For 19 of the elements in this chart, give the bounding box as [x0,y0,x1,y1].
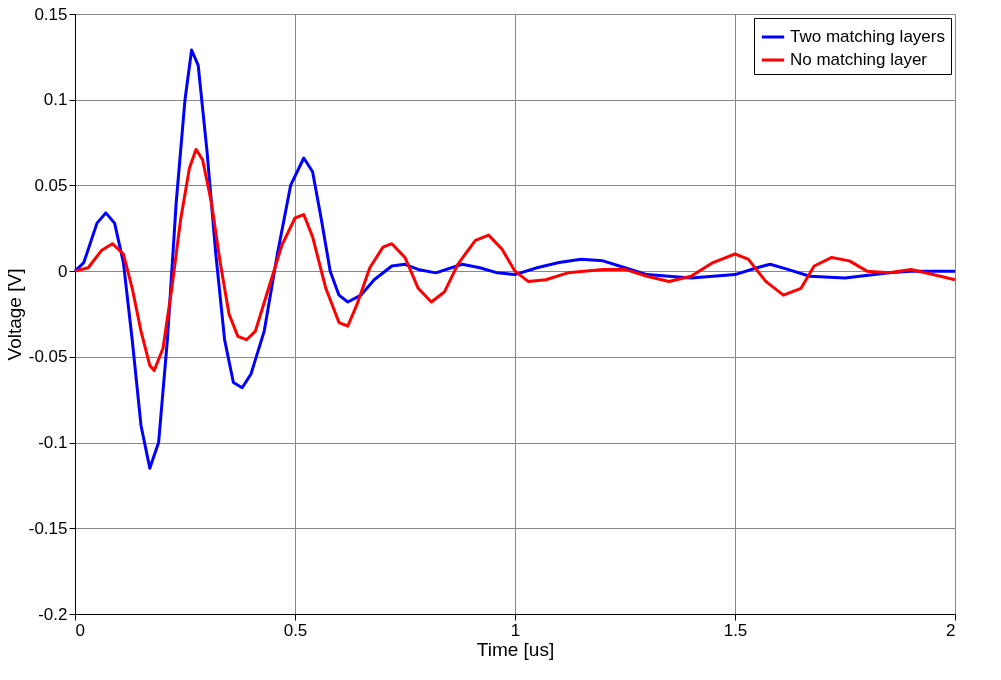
line-series [73,48,957,470]
y-axis-title: Voltage [V] [3,268,25,361]
legend-label: Two matching layers [790,27,945,46]
legend-label: No matching layer [790,50,928,69]
x-tick-label: 0.5 [283,620,308,640]
y-tick-label: 0.15 [34,4,68,24]
y-tick-label: -0.1 [38,433,68,453]
x-axis-title: Time [us] [476,638,555,660]
x-tick-label: 2 [946,620,956,640]
y-tick-label: 0.05 [34,175,68,195]
y-tick-label: -0.05 [28,347,68,367]
line-series [73,147,957,373]
y-tick-label: 0.1 [43,90,68,110]
x-tick-label: 1.5 [723,620,748,640]
x-tick-label: 0 [75,620,85,640]
y-tick-label: 0 [58,261,68,281]
x-tick-label: 1 [510,620,521,640]
y-tick-label: -0.15 [28,518,68,538]
y-tick-label: -0.2 [38,604,68,624]
